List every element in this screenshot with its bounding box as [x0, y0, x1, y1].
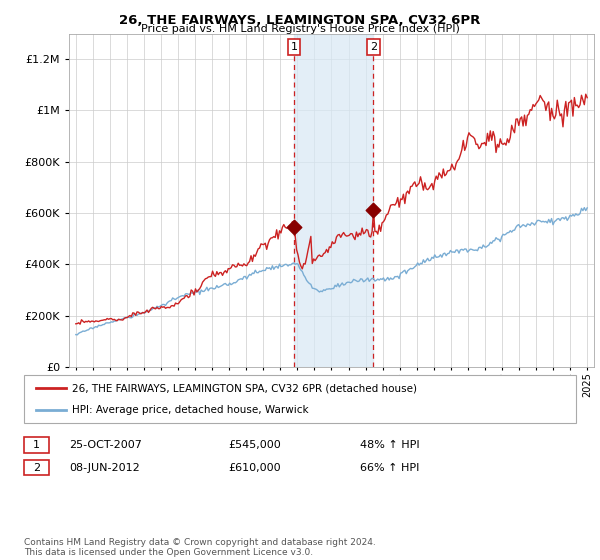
Text: 08-JUN-2012: 08-JUN-2012 — [69, 463, 140, 473]
Text: £545,000: £545,000 — [228, 440, 281, 450]
Text: Contains HM Land Registry data © Crown copyright and database right 2024.
This d: Contains HM Land Registry data © Crown c… — [24, 538, 376, 557]
Point — [289, 223, 299, 232]
Text: 1: 1 — [33, 440, 40, 450]
Text: 2: 2 — [370, 42, 377, 52]
Bar — [294, 34, 373, 367]
Text: 48% ↑ HPI: 48% ↑ HPI — [360, 440, 419, 450]
Text: 66% ↑ HPI: 66% ↑ HPI — [360, 463, 419, 473]
Text: Price paid vs. HM Land Registry's House Price Index (HPI): Price paid vs. HM Land Registry's House … — [140, 24, 460, 34]
Text: 26, THE FAIRWAYS, LEAMINGTON SPA, CV32 6PR (detached house): 26, THE FAIRWAYS, LEAMINGTON SPA, CV32 6… — [72, 383, 417, 393]
Text: HPI: Average price, detached house, Warwick: HPI: Average price, detached house, Warw… — [72, 405, 308, 415]
Text: 2: 2 — [33, 463, 40, 473]
Point — [368, 206, 378, 215]
Text: £610,000: £610,000 — [228, 463, 281, 473]
Text: 26, THE FAIRWAYS, LEAMINGTON SPA, CV32 6PR: 26, THE FAIRWAYS, LEAMINGTON SPA, CV32 6… — [119, 14, 481, 27]
Text: 25-OCT-2007: 25-OCT-2007 — [69, 440, 142, 450]
Text: 1: 1 — [290, 42, 298, 52]
